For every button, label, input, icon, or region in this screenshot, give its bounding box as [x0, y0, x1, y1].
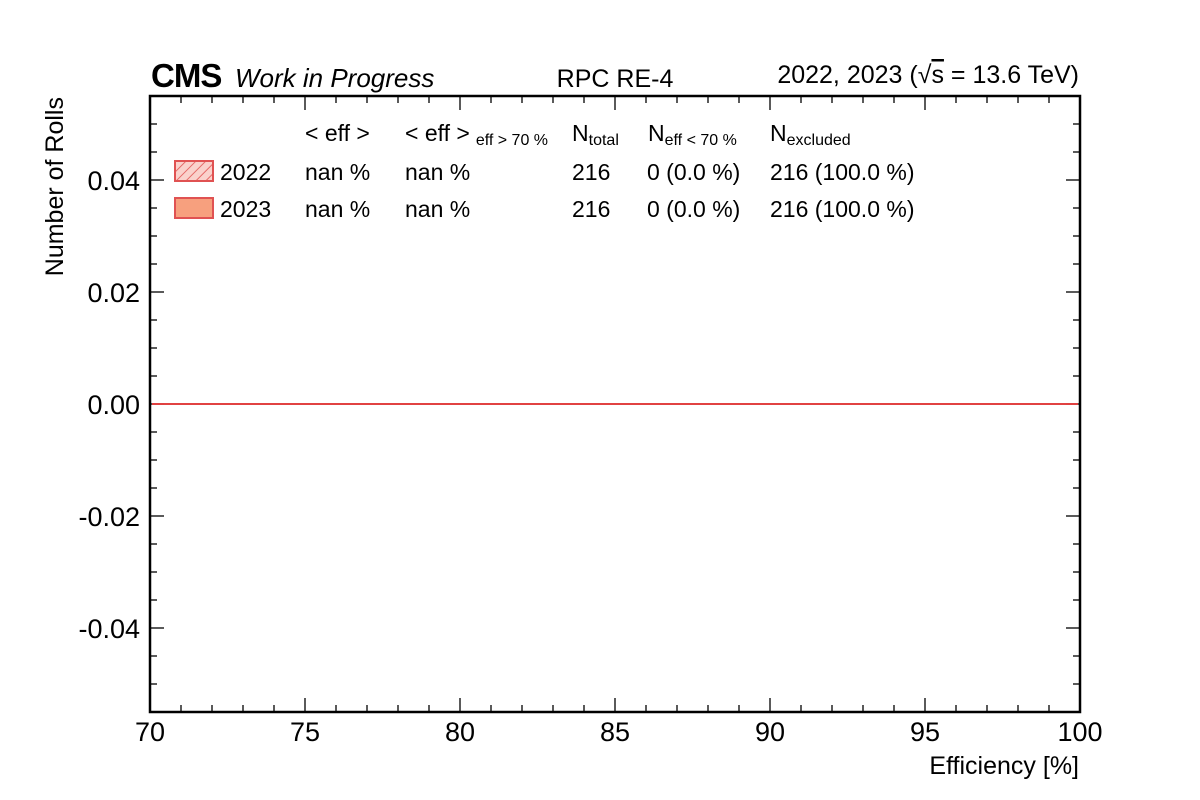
legend-2022-mean-eff: nan %	[305, 159, 370, 185]
legend-header-n-total-sub: total	[589, 132, 619, 149]
legend-header-n-eff-lt70-main: N	[648, 120, 665, 146]
energy-suffix: = 13.6 TeV)	[944, 61, 1079, 89]
legend-2022-n-eff-lt70: 0 (0.0 %)	[647, 159, 740, 185]
y-tick-label: -0.02	[78, 502, 140, 532]
energy-label: 2022, 2023 (√s = 13.6 TeV)	[777, 61, 1079, 89]
axis-ticks	[149, 95, 1081, 713]
legend-header-n-excluded: Nexcluded	[770, 120, 851, 149]
legend-2023-n-eff-lt70: 0 (0.0 %)	[647, 196, 740, 222]
legend-label-2023: 2023	[220, 196, 271, 222]
legend-header-mean-eff-main: < eff >	[305, 120, 370, 146]
x-axis-label: Efficiency [%]	[929, 752, 1079, 780]
legend-2022-mean-eff-gt70: nan %	[405, 159, 470, 185]
x-tick-label: 90	[755, 717, 785, 747]
legend-2023-mean-eff-gt70: nan %	[405, 196, 470, 222]
legend-header-mean-eff: < eff >	[305, 120, 370, 146]
legend-header-n-eff-lt70-sub: eff < 70 %	[665, 132, 737, 149]
legend: < eff > < eff > eff > 70 % Ntotal Neff < …	[174, 120, 914, 222]
legend-header-n-excluded-sub: excluded	[787, 132, 851, 149]
x-tick-label: 75	[290, 717, 320, 747]
x-tick-label: 80	[445, 717, 475, 747]
legend-header-mean-eff-gt70-main: < eff >	[405, 120, 470, 146]
legend-header-n-excluded-main: N	[770, 120, 787, 146]
legend-2023-n-excluded: 216 (100.0 %)	[770, 196, 914, 222]
energy-prefix: 2022, 2023 (	[777, 61, 918, 89]
y-tick-label: 0.02	[87, 278, 140, 308]
x-tick-label: 100	[1057, 717, 1102, 747]
x-tick-label: 95	[910, 717, 940, 747]
legend-2023-n-total: 216	[572, 196, 610, 222]
legend-swatch-2022	[174, 160, 214, 182]
legend-header-n-total: Ntotal	[572, 120, 619, 149]
cms-label: CMS	[151, 57, 221, 94]
legend-label-2022: 2022	[220, 159, 271, 185]
sqrt-symbol: √	[918, 61, 932, 89]
sqrt-s: s	[931, 61, 944, 89]
y-tick-label: 0.00	[87, 390, 140, 420]
chart-title: RPC RE-4	[557, 65, 674, 93]
legend-2022-n-total: 216	[572, 159, 610, 185]
legend-2022-n-excluded: 216 (100.0 %)	[770, 159, 914, 185]
y-tick-label: -0.04	[78, 614, 140, 644]
x-tick-label: 85	[600, 717, 630, 747]
work-in-progress-label: Work in Progress	[235, 63, 434, 93]
x-tick-label: 70	[135, 717, 165, 747]
y-axis-label: Number of Rolls	[41, 97, 69, 276]
legend-header-n-eff-lt70: Neff < 70 %	[648, 120, 737, 149]
legend-swatch-2023	[174, 197, 214, 219]
y-tick-label: 0.04	[87, 166, 140, 196]
legend-header-mean-eff-gt70: < eff > eff > 70 %	[405, 120, 548, 149]
legend-header-mean-eff-gt70-sub: eff > 70 %	[476, 132, 548, 149]
y-tick-labels: -0.04 -0.02 0.00 0.02 0.04	[78, 166, 140, 644]
legend-2023-mean-eff: nan %	[305, 196, 370, 222]
x-tick-labels: 70 75 80 85 90 95 100	[135, 717, 1103, 747]
legend-header-n-total-main: N	[572, 120, 589, 146]
